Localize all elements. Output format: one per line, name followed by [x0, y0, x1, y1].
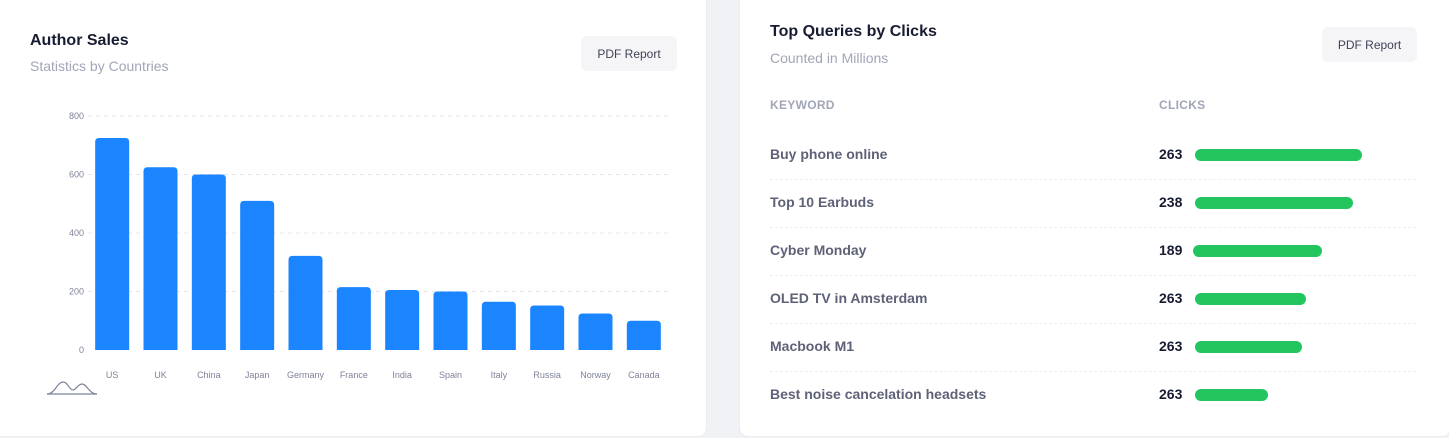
chart-grid: 0 200 400 600 800 — [69, 111, 668, 355]
x-tick-label: UK — [154, 370, 167, 380]
table-row: Best noise cancelation headsets 263 — [770, 372, 1416, 420]
bar-germany[interactable] — [288, 255, 323, 350]
row-divider — [770, 179, 1416, 180]
bar-canada[interactable] — [626, 320, 661, 350]
card-title: Top Queries by Clicks — [770, 23, 937, 40]
table-row: Cyber Monday 189 — [770, 228, 1416, 276]
table-row: Buy phone online 263 — [770, 132, 1416, 180]
keyword-link[interactable]: OLED TV in Amsterdam — [770, 290, 928, 306]
bar-china[interactable] — [191, 174, 226, 351]
y-tick-label: 800 — [69, 111, 84, 121]
bar-india[interactable] — [385, 290, 420, 350]
clicks-bar — [1195, 293, 1306, 305]
clicks-value: 263 — [1159, 146, 1183, 162]
table-row: Macbook M1 263 — [770, 324, 1416, 372]
x-tick-label: India — [392, 370, 412, 380]
clicks-value: 263 — [1159, 386, 1183, 402]
x-tick-label: Italy — [491, 370, 508, 380]
bar-japan[interactable] — [240, 200, 275, 350]
chart-bars — [95, 137, 661, 351]
x-tick-label: Norway — [580, 370, 611, 380]
keyword-link[interactable]: Cyber Monday — [770, 242, 867, 258]
x-tick-label: China — [197, 370, 221, 380]
bar-norway[interactable] — [578, 313, 613, 350]
bar-us[interactable] — [95, 137, 130, 350]
clicks-bar — [1195, 341, 1302, 353]
y-tick-label: 200 — [69, 287, 84, 297]
row-divider — [770, 371, 1416, 372]
bar-spain[interactable] — [433, 291, 468, 351]
pdf-report-button[interactable]: PDF Report — [1322, 27, 1417, 62]
clicks-bar — [1195, 389, 1268, 401]
x-tick-label: Japan — [245, 370, 270, 380]
top-queries-card: Top Queries by Clicks Counted in Million… — [740, 0, 1449, 436]
keyword-link[interactable]: Buy phone online — [770, 146, 888, 162]
x-tick-label: Germany — [287, 370, 325, 380]
x-tick-label: Spain — [439, 370, 462, 380]
x-tick-label: Russia — [533, 370, 561, 380]
clicks-bar — [1195, 149, 1362, 161]
card-title: Author Sales — [30, 32, 129, 49]
column-header-keyword: KEYWORD — [770, 98, 835, 112]
keyword-link[interactable]: Best noise cancelation headsets — [770, 386, 987, 402]
clicks-bar — [1195, 197, 1353, 209]
row-divider — [770, 227, 1416, 228]
row-divider — [770, 275, 1416, 276]
keyword-link[interactable]: Macbook M1 — [770, 338, 855, 354]
x-tick-label: US — [106, 370, 119, 380]
card-subtitle: Counted in Millions — [770, 50, 889, 66]
y-tick-label: 400 — [69, 228, 84, 238]
clicks-value: 238 — [1159, 194, 1183, 210]
row-divider — [770, 323, 1416, 324]
card-subtitle: Statistics by Countries — [30, 58, 169, 74]
clicks-value: 189 — [1159, 242, 1183, 258]
clicks-value: 263 — [1159, 338, 1183, 354]
bar-uk[interactable] — [143, 167, 178, 350]
table-row: Top 10 Earbuds 238 — [770, 180, 1416, 228]
bar-france[interactable] — [336, 287, 371, 350]
bar-italy[interactable] — [481, 301, 516, 350]
clicks-bar — [1193, 245, 1322, 257]
author-sales-card: Author Sales Statistics by Countries PDF… — [0, 0, 706, 436]
x-tick-label: Canada — [628, 370, 660, 380]
y-tick-label: 0 — [79, 345, 84, 355]
pdf-report-button[interactable]: PDF Report — [581, 36, 677, 71]
x-tick-label: France — [340, 370, 368, 380]
y-tick-label: 600 — [69, 170, 84, 180]
bar-chart: 0 200 400 600 800 US UK China Japan Germany Franc… — [46, 111, 668, 395]
x-axis-labels: US UK China Japan Germany France India Spain Ita… — [106, 370, 660, 380]
clicks-value: 263 — [1159, 290, 1183, 306]
bar-russia[interactable] — [530, 305, 565, 350]
chart-logo-icon — [46, 381, 98, 395]
column-header-clicks: CLICKS — [1159, 98, 1206, 112]
keyword-link[interactable]: Top 10 Earbuds — [770, 194, 874, 210]
table-row: OLED TV in Amsterdam 263 — [770, 276, 1416, 324]
